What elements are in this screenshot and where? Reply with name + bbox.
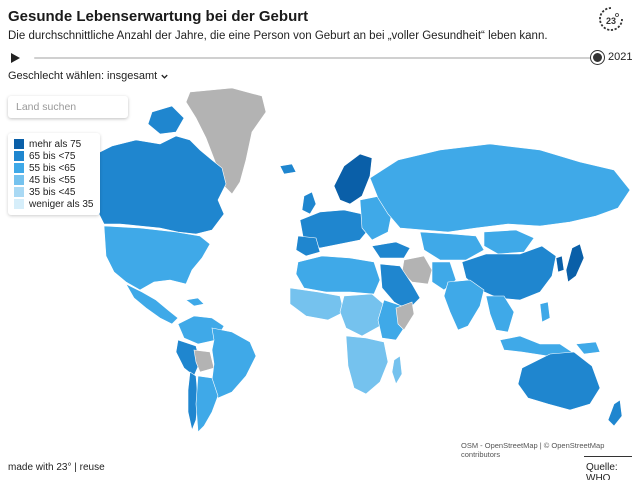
map-region-philippines[interactable] [539,301,551,323]
map-region-madagascar[interactable] [391,355,403,385]
legend-item: 65 bis <75 [14,150,94,162]
map-region-somalia[interactable] [395,301,415,331]
legend-swatch [14,175,24,185]
map-region-japan[interactable] [565,243,585,283]
map-region-turkey[interactable] [371,241,411,259]
gender-selector[interactable]: Geschlecht wählen: insgesamt [8,70,169,82]
year-label: 2021 [608,51,633,63]
map-region-india[interactable] [443,279,485,331]
map-region-argentina[interactable] [195,375,219,433]
map-region-caribbean[interactable] [185,297,205,307]
map-region-brazil[interactable] [211,327,257,399]
legend-label: weniger als 35 [29,198,94,210]
map-legend: mehr als 75 65 bis <75 55 bis <65 45 bis… [8,133,100,215]
map-region-chile[interactable] [187,371,199,432]
map-region-southern-africa[interactable] [345,335,389,395]
map-region-uk[interactable] [301,191,317,215]
chevron-down-icon [161,74,168,79]
map-region-iberia[interactable] [295,235,321,257]
legend-label: 45 bis <55 [29,174,76,186]
map-region-iceland[interactable] [279,163,297,175]
legend-swatch [14,139,24,149]
play-icon[interactable] [8,51,22,65]
map-region-north-africa[interactable] [295,255,381,295]
legend-label: 65 bis <75 [29,150,76,162]
map-region-mongolia[interactable] [483,229,535,255]
map-region-central-africa[interactable] [339,293,387,337]
legend-label: 55 bis <65 [29,162,76,174]
legend-item: weniger als 35 [14,198,94,210]
legend-swatch [14,187,24,197]
map-region-scandinavia[interactable] [333,153,373,205]
map-credits[interactable]: OSM - OpenStreetMap | © OpenStreetMap co… [461,441,605,459]
legend-swatch [14,199,24,209]
legend-item: 45 bis <55 [14,174,94,186]
map-region-middle-east[interactable] [379,263,421,311]
map-region-australia[interactable] [517,351,601,411]
year-timeline: 2021 [8,50,634,66]
page-subtitle: Die durchschnittliche Anzahl der Jahre, … [8,30,548,42]
gender-selector-label: Geschlecht wählen: insgesamt [8,70,158,82]
map-region-korea[interactable] [555,255,565,273]
map-region-new-zealand[interactable] [607,399,623,427]
map-region-greenland[interactable] [185,87,267,195]
legend-label: mehr als 75 [29,138,82,150]
map-region-mexico[interactable] [125,283,179,325]
map-region-southeast-asia[interactable] [485,295,515,333]
svg-text:23: 23 [606,16,616,26]
legend-swatch [14,151,24,161]
map-region-russia[interactable] [369,143,631,233]
map-region-bolivia[interactable] [193,349,215,373]
timeline-track[interactable] [34,57,602,59]
brand-logo-icon[interactable]: 23 [598,6,624,32]
legend-swatch [14,163,24,173]
source-label: Quelle: WHO [586,462,618,480]
page-title: Gesunde Lebenserwartung bei der Geburt [8,8,309,25]
map-region-canada-arctic[interactable] [147,105,185,135]
legend-item: 35 bis <45 [14,186,94,198]
world-map[interactable] [0,84,640,450]
map-region-papua[interactable] [575,341,601,355]
legend-item: mehr als 75 [14,138,94,150]
legend-label: 35 bis <45 [29,186,76,198]
map-region-kazakhstan[interactable] [419,231,485,261]
timeline-handle[interactable] [591,51,604,64]
footer-divider [584,456,632,457]
made-with-link[interactable]: made with 23° | reuse [8,462,105,473]
country-search-input[interactable] [8,96,128,118]
legend-item: 55 bis <65 [14,162,94,174]
map-region-west-africa[interactable] [289,287,345,321]
map-region-usa[interactable] [103,225,211,291]
map-region-canada[interactable] [91,135,227,235]
